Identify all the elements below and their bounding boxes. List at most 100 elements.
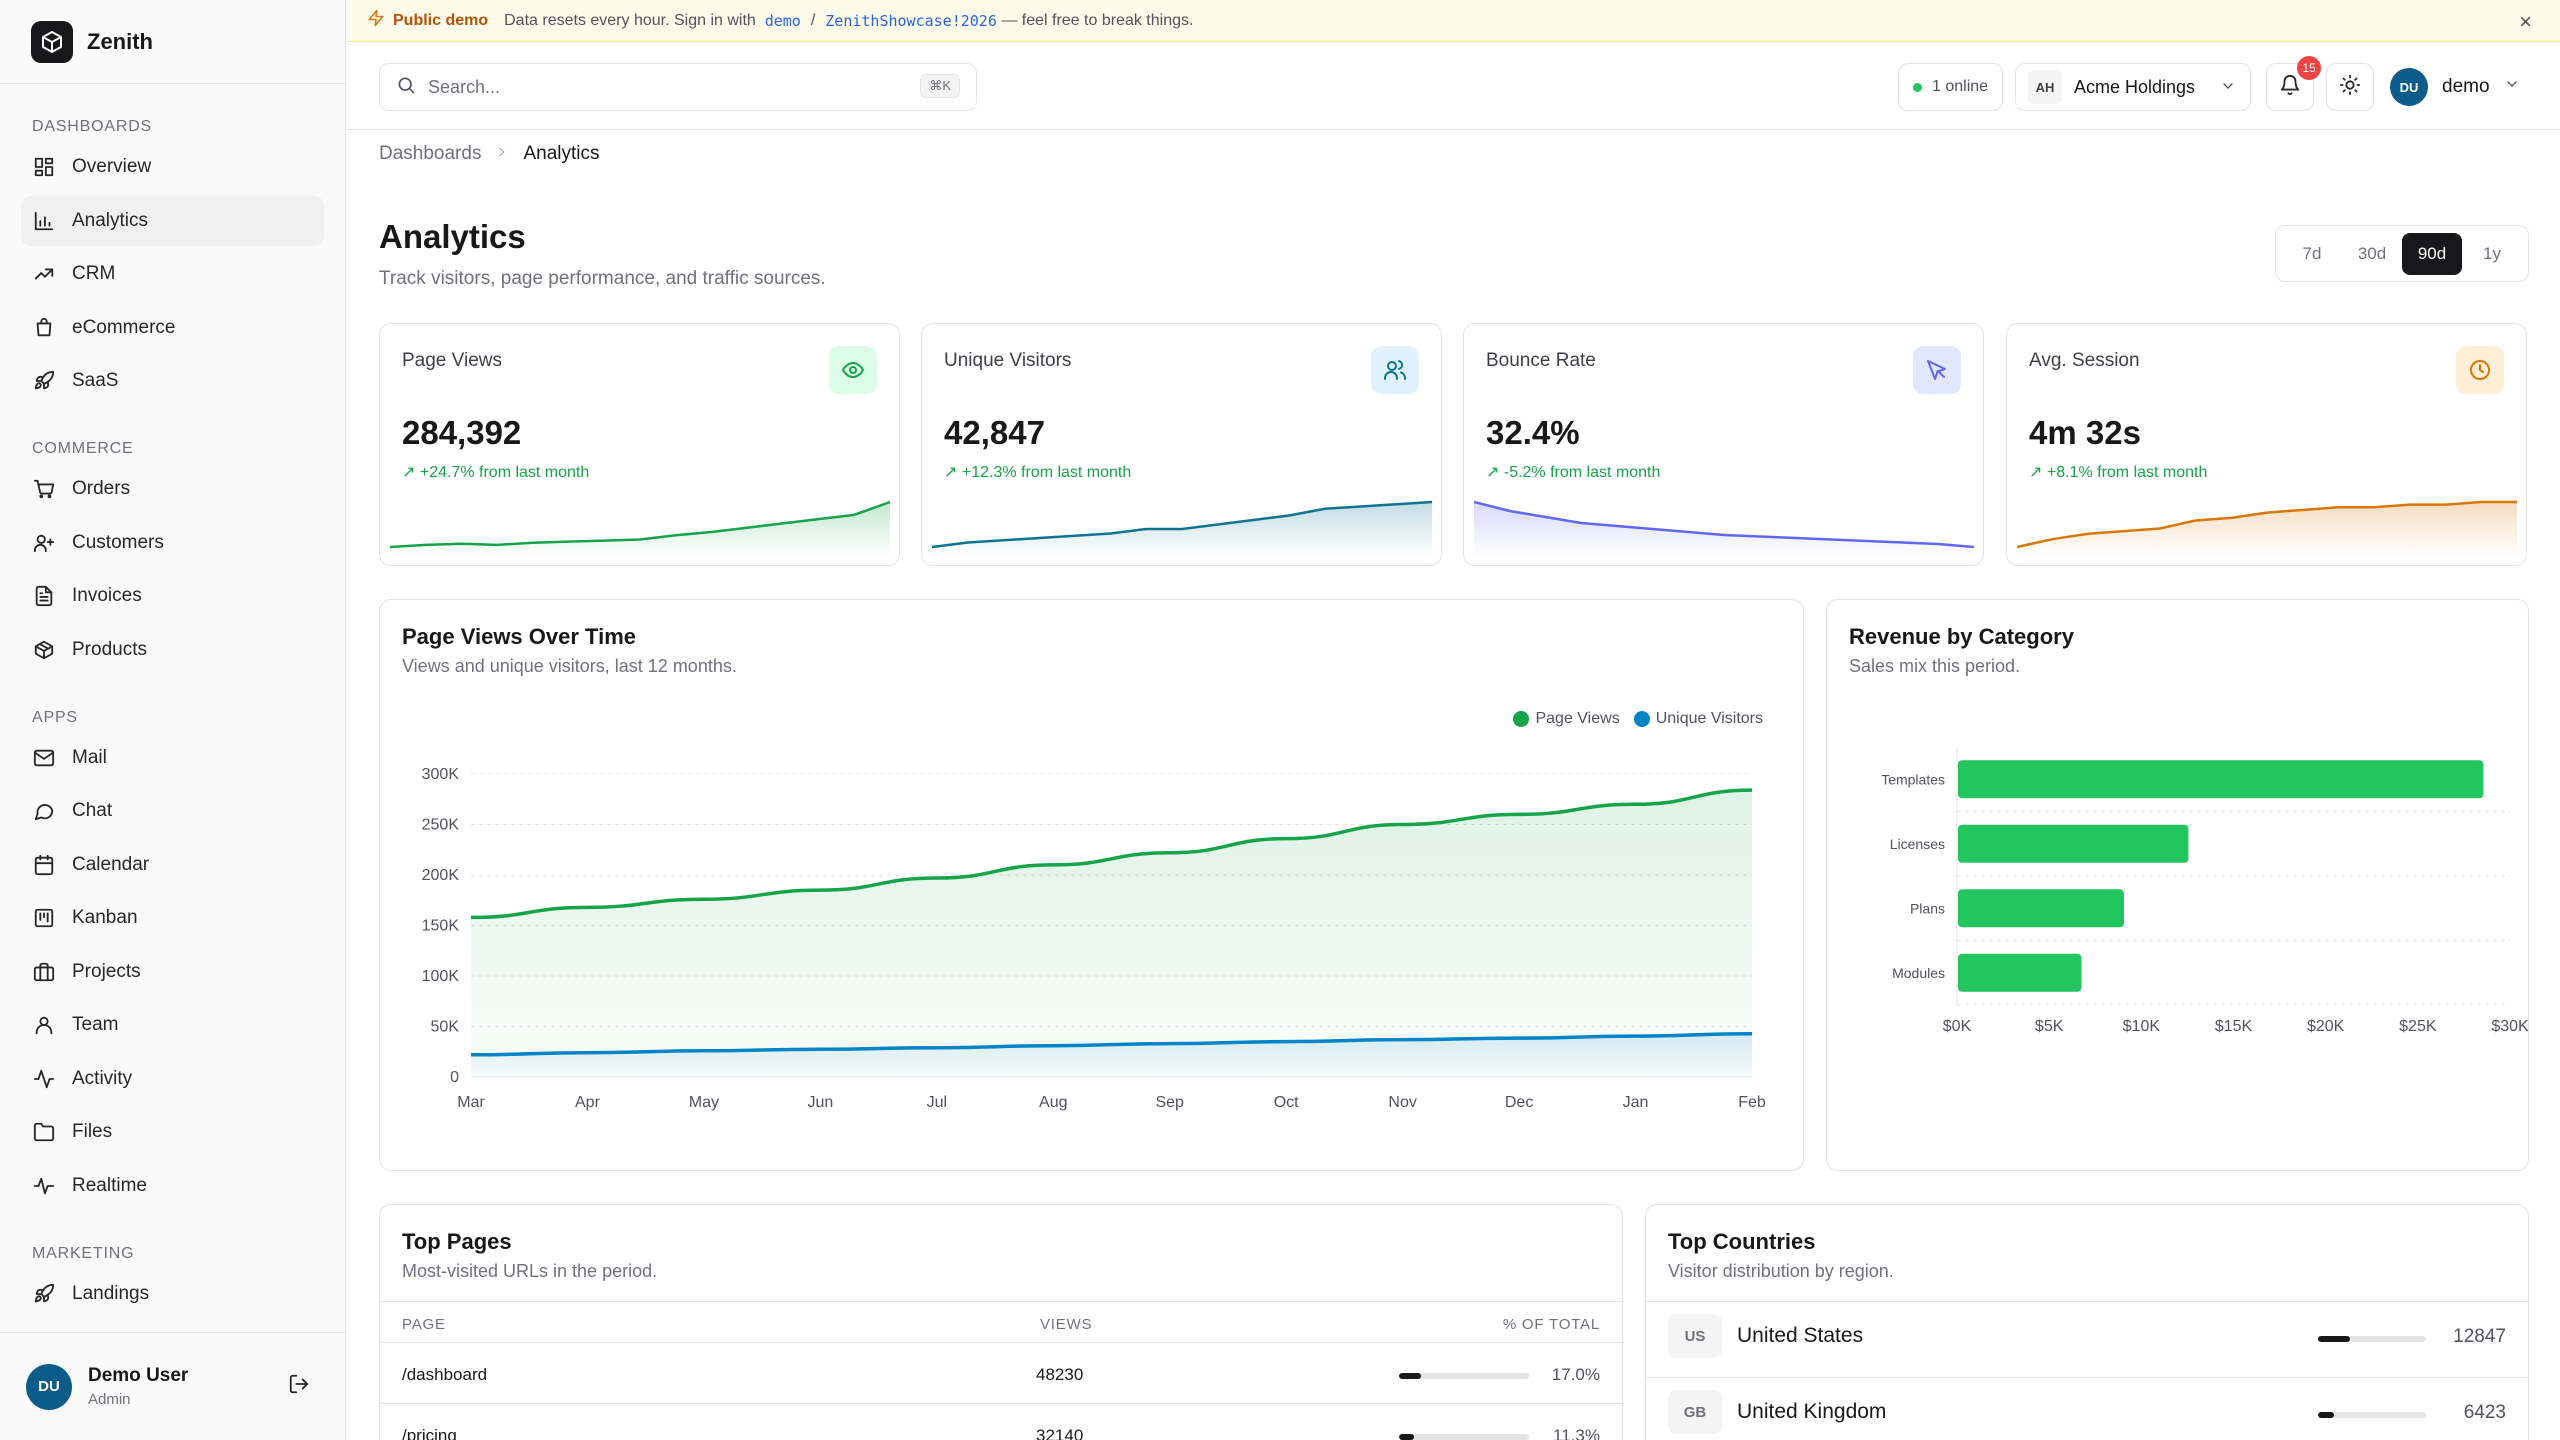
list-item[interactable]: US United States 12847 [1646,1302,2528,1378]
sidebar-item-files[interactable]: Files [21,1107,324,1157]
sidebar-item-label: CRM [72,263,116,284]
sidebar-user[interactable]: DU Demo User Admin [0,1332,346,1440]
sidebar-item-calendar[interactable]: Calendar [21,840,324,890]
y-tick-label: 250K [422,817,460,834]
search-icon [396,75,416,100]
cart-icon [32,477,56,501]
banner-text: Data resets every hour. Sign in with [504,11,756,29]
calendar-icon [32,853,56,877]
stat-delta: ↗ -5.2% from last month [1486,462,1660,482]
users-icon [1371,346,1419,394]
sidebar-item-label: Chat [72,800,113,821]
stat-value: 32.4% [1486,414,1580,451]
range-option[interactable]: 30d [2357,243,2387,263]
sidebar-item-orders[interactable]: Orders [21,464,324,514]
pulse-icon [32,1174,56,1198]
table-row[interactable]: /pricing 32140 11.3% [380,1404,1622,1440]
stat-value: 284,392 [402,414,522,451]
sidebar-item-kanban[interactable]: Kanban [21,893,324,943]
close-icon[interactable]: × [2519,9,2532,34]
stat-label: Unique Visitors [944,350,1072,371]
search-box[interactable]: ⌘K [379,63,977,111]
stat-card: Bounce Rate 32.4% ↗ -5.2% from last mont… [1463,323,1984,566]
sidebar-item-activity[interactable]: Activity [21,1054,324,1104]
sidebar-nav: Dashboards Overview Analytics CRM eCommerce S… [0,106,345,1319]
sidebar-item-mail[interactable]: Mail [21,733,324,783]
x-tick-label: $20K [2307,1018,2345,1035]
nav-section-title: Marketing [32,1244,135,1262]
sidebar-item-overview[interactable]: Overview [21,142,324,192]
sidebar-item-team[interactable]: Team [21,1000,324,1050]
category-label: Plans [1910,900,1945,916]
logo-icon [31,20,73,63]
breadcrumb-parent[interactable]: Dashboards [379,143,482,164]
brand[interactable]: Zenith [0,0,345,84]
panel-title: Revenue by Category [1849,624,2074,649]
sparkline [390,500,890,557]
sidebar-item-chat[interactable]: Chat [21,786,324,836]
sidebar-item-ecommerce[interactable]: eCommerce [21,303,324,353]
sidebar-item-label: Invoices [72,585,142,606]
share-bar-fill [2318,1336,2351,1342]
y-tick-label: 0 [450,1069,459,1086]
range-option[interactable]: 90d [2402,232,2462,275]
legend-swatch [1633,711,1650,727]
user-icon [32,1013,56,1037]
chat-icon [32,799,56,823]
stat-delta-text: +12.3% from last month [961,464,1132,481]
sidebar-item-products[interactable]: Products [21,625,324,675]
logout-icon[interactable] [288,1373,310,1400]
share-bar-fill [1399,1373,1422,1379]
range-option[interactable]: 1y [2483,243,2501,263]
sidebar-item-customers[interactable]: Customers [21,518,324,568]
nav-section-title: Commerce [32,440,134,457]
sparkline-line [1474,500,1974,549]
sidebar-item-label: Team [72,1014,119,1035]
org-switcher[interactable]: AH Acme Holdings [2015,63,2251,111]
notifications-button[interactable]: 15 [2266,56,2321,111]
x-tick-label: Aug [1039,1094,1067,1111]
sidebar-item-landings[interactable]: Landings [21,1269,324,1319]
x-tick-label: $25K [2399,1018,2437,1035]
sidebar-item-saas[interactable]: SaaS [21,356,324,406]
y-tick-label: 150K [422,918,460,935]
nav-section-title: Dashboards [32,118,153,135]
sparkline-area [2017,502,2517,557]
org-badge: AH [2028,70,2062,104]
avatar: DU [2390,68,2428,106]
theme-toggle-button[interactable] [2326,63,2374,111]
stat-delta-text: -5.2% from last month [1503,464,1661,481]
sidebar-item-label: Files [72,1121,113,1142]
sidebar-item-label: SaaS [72,370,119,391]
category-label: Templates [1881,771,1945,787]
sidebar-item-projects[interactable]: Projects [21,947,324,997]
panel-title: Top Pages [402,1229,512,1254]
stat-delta: ↗ +12.3% from last month [944,462,1131,482]
sidebar-item-realtime[interactable]: Realtime [21,1161,324,1211]
sidebar-item-invoices[interactable]: Invoices [21,571,324,621]
zap-icon [367,9,385,32]
page-subtitle: Track visitors, page performance, and tr… [379,268,826,289]
top-header: ⌘K 1 online AH Acme Holdings 15 DU demo [347,42,2560,130]
online-dot [1913,82,1922,92]
sidebar-item-analytics[interactable]: Analytics [21,195,324,246]
sparkline-area [1474,502,1974,557]
x-tick-label: $5K [2035,1018,2064,1035]
range-option[interactable]: 7d [2302,243,2322,263]
list-item[interactable]: GB United Kingdom 6423 [1646,1378,2528,1440]
arrow-up-right-icon: ↗ [1486,464,1500,481]
bar [1958,760,2484,799]
search-input[interactable] [428,76,878,98]
x-tick-label: Sep [1155,1094,1184,1111]
x-tick-label: Jun [807,1094,833,1111]
top-countries-panel: Top Countries Visitor distribution by re… [1645,1204,2529,1440]
user-menu[interactable]: DU demo [2390,63,2520,111]
share-bar-fill [1399,1434,1414,1440]
sidebar-item-label: Products [72,638,147,660]
y-tick-label: 50K [431,1019,460,1036]
sidebar-item-label: Customers [72,531,164,553]
table-row[interactable]: /dashboard 48230 17.0% [380,1343,1622,1404]
sidebar-item-crm[interactable]: CRM [21,249,324,299]
stat-delta-text: +24.7% from last month [419,464,590,481]
revenue-panel: Revenue by Category Sales mix this perio… [1826,599,2529,1171]
